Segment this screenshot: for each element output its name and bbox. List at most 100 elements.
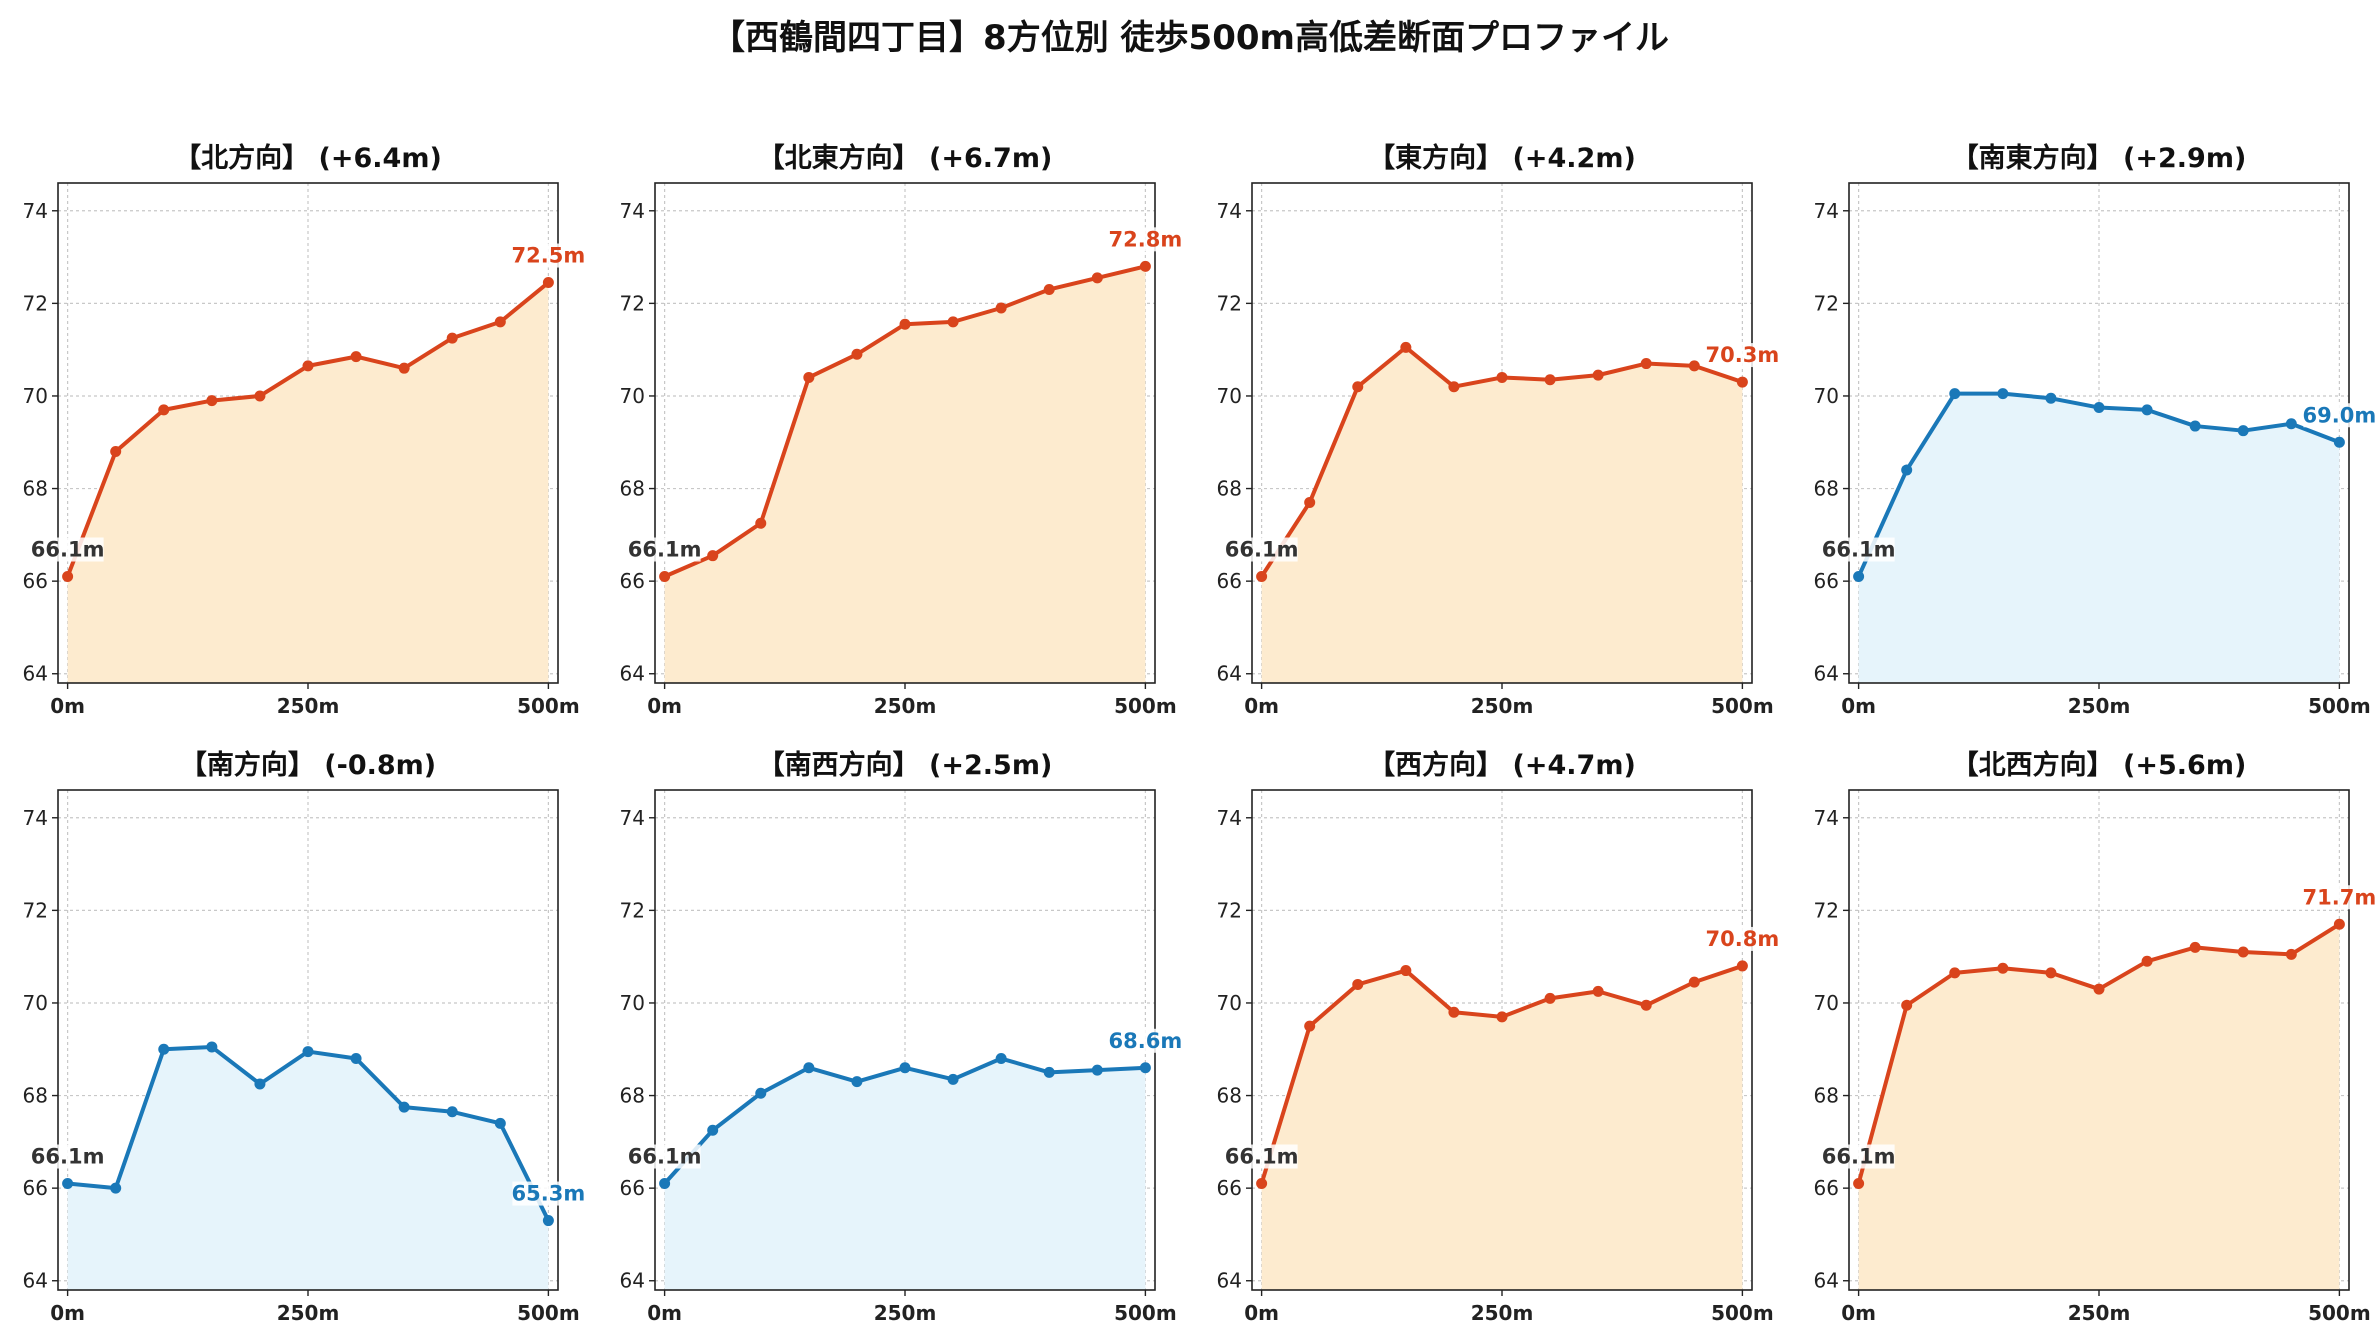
data-point bbox=[1400, 341, 1412, 353]
y-tick-label: 72 bbox=[1217, 291, 1242, 315]
data-point bbox=[1592, 369, 1604, 381]
y-tick-label: 66 bbox=[23, 569, 48, 593]
x-tick-label: 250m bbox=[277, 694, 340, 718]
y-tick-label: 74 bbox=[1814, 806, 1839, 830]
data-point bbox=[254, 1078, 266, 1090]
data-point bbox=[1736, 376, 1748, 388]
data-point bbox=[803, 1062, 815, 1074]
label-background bbox=[512, 243, 585, 268]
data-point bbox=[542, 1215, 554, 1227]
label-background bbox=[630, 1144, 701, 1169]
data-point bbox=[1352, 978, 1364, 990]
data-point bbox=[1256, 571, 1268, 583]
data-point bbox=[2141, 955, 2153, 967]
y-tick-label: 68 bbox=[1217, 477, 1242, 501]
data-point bbox=[1304, 496, 1316, 508]
x-tick-label: 250m bbox=[2068, 1301, 2131, 1325]
y-tick-label: 68 bbox=[1217, 1084, 1242, 1108]
y-tick-label: 68 bbox=[23, 477, 48, 501]
x-tick-label: 250m bbox=[277, 1301, 340, 1325]
data-point bbox=[446, 332, 458, 344]
end-elevation-label: 69.0m bbox=[2303, 403, 2377, 427]
x-tick-label: 500m bbox=[1711, 1301, 1774, 1325]
start-elevation-label: 66.1m bbox=[1225, 1145, 1299, 1169]
data-point bbox=[1043, 1066, 1055, 1078]
profile-chart: 64 66 68 70 72 74 0m 250m 500m 【南方向】 (-0.8m) 66.1m… bbox=[23, 749, 586, 1325]
data-point bbox=[1043, 283, 1055, 295]
start-elevation-label: 66.1m bbox=[628, 538, 702, 562]
label-background bbox=[33, 1144, 104, 1169]
profile-chart: 64 66 68 70 72 74 0m 250m 500m 【南西方向】 (+2.5m) 66.1… bbox=[620, 749, 1183, 1325]
end-elevation-label: 71.7m bbox=[2303, 885, 2377, 909]
data-point bbox=[1901, 999, 1913, 1011]
y-tick-label: 72 bbox=[620, 898, 645, 922]
data-point bbox=[1139, 1062, 1151, 1074]
y-tick-label: 74 bbox=[620, 199, 645, 223]
profile-chart: 64 66 68 70 72 74 0m 250m 500m 【北東方向】 (+6.7m) 66.1… bbox=[620, 142, 1183, 718]
end-elevation-label: 70.3m bbox=[1706, 343, 1780, 367]
y-tick-label: 72 bbox=[1814, 291, 1839, 315]
elevation-area bbox=[664, 266, 1146, 683]
x-tick-label: 0m bbox=[1244, 694, 1279, 718]
data-point bbox=[803, 371, 815, 383]
data-point bbox=[1853, 1178, 1865, 1190]
data-point bbox=[1592, 985, 1604, 997]
data-point bbox=[2333, 436, 2345, 448]
x-tick-label: 0m bbox=[647, 694, 682, 718]
y-tick-label: 68 bbox=[620, 477, 645, 501]
data-point bbox=[995, 302, 1007, 314]
data-point bbox=[206, 395, 218, 407]
data-point bbox=[1448, 1006, 1460, 1018]
data-point bbox=[2141, 404, 2153, 416]
data-point bbox=[755, 517, 767, 529]
x-tick-label: 500m bbox=[1114, 1301, 1177, 1325]
label-background bbox=[33, 537, 104, 562]
data-point bbox=[254, 390, 266, 402]
elevation-area bbox=[1261, 347, 1743, 683]
label-background bbox=[1227, 1144, 1298, 1169]
x-tick-label: 250m bbox=[1471, 694, 1534, 718]
data-point bbox=[2237, 946, 2249, 958]
data-point bbox=[158, 1043, 170, 1055]
data-point bbox=[851, 348, 863, 360]
profile-chart: 64 66 68 70 72 74 0m 250m 500m 【西方向】 (+4.7m) 66.1m… bbox=[1217, 749, 1780, 1325]
chart-title: 【北西方向】 (+5.6m) bbox=[1952, 749, 2247, 781]
data-point bbox=[1091, 1064, 1103, 1076]
data-point bbox=[1256, 1178, 1268, 1190]
data-point bbox=[2285, 418, 2297, 430]
chart-title: 【北方向】 (+6.4m) bbox=[174, 142, 442, 174]
y-tick-label: 74 bbox=[1814, 199, 1839, 223]
profile-chart: 64 66 68 70 72 74 0m 250m 500m 【北方向】 (+6.4m) 66.1m… bbox=[23, 142, 586, 718]
data-point bbox=[2045, 392, 2057, 404]
y-tick-label: 70 bbox=[23, 384, 48, 408]
end-elevation-label: 70.8m bbox=[1706, 927, 1780, 951]
x-tick-label: 500m bbox=[2308, 694, 2371, 718]
data-point bbox=[1544, 374, 1556, 386]
chart-title: 【北東方向】 (+6.7m) bbox=[758, 142, 1053, 174]
y-tick-label: 70 bbox=[1217, 991, 1242, 1015]
label-background bbox=[1227, 537, 1298, 562]
y-tick-label: 66 bbox=[23, 1176, 48, 1200]
y-tick-label: 70 bbox=[620, 384, 645, 408]
y-tick-label: 64 bbox=[1217, 1269, 1242, 1293]
y-tick-label: 72 bbox=[23, 291, 48, 315]
label-background bbox=[2303, 403, 2376, 428]
data-point bbox=[707, 1124, 719, 1136]
data-point bbox=[446, 1106, 458, 1118]
x-tick-label: 0m bbox=[1841, 694, 1876, 718]
page-title: 【西鶴間四丁目】8方位別 徒歩500m高低差断面プロファイル bbox=[711, 18, 1669, 58]
label-background bbox=[1824, 1144, 1895, 1169]
y-tick-label: 64 bbox=[1814, 1269, 1839, 1293]
x-tick-label: 0m bbox=[50, 1301, 85, 1325]
start-elevation-label: 66.1m bbox=[31, 1145, 105, 1169]
data-point bbox=[1688, 976, 1700, 988]
data-point bbox=[1544, 992, 1556, 1004]
y-tick-label: 66 bbox=[620, 1176, 645, 1200]
y-tick-label: 66 bbox=[1217, 1176, 1242, 1200]
start-elevation-label: 66.1m bbox=[1225, 538, 1299, 562]
label-background bbox=[512, 1181, 585, 1206]
y-tick-label: 64 bbox=[1814, 662, 1839, 686]
data-point bbox=[707, 550, 719, 562]
data-point bbox=[1091, 272, 1103, 284]
data-point bbox=[899, 318, 911, 330]
